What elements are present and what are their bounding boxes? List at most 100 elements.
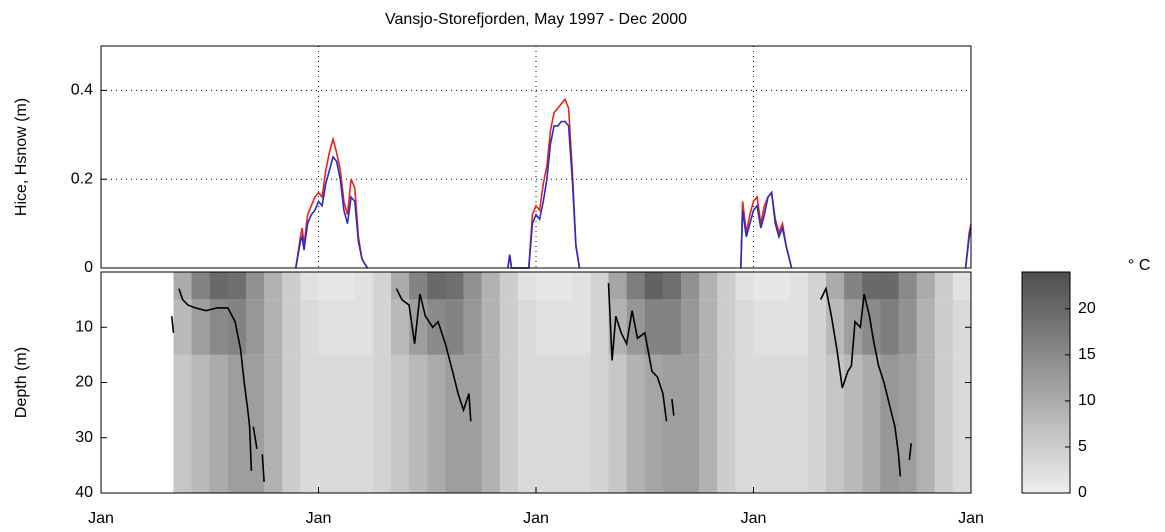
heat-cell bbox=[916, 272, 936, 300]
y-tick-label: 0.2 bbox=[71, 170, 93, 187]
heat-cell bbox=[282, 272, 301, 300]
plot-frame bbox=[100, 271, 972, 494]
heat-cell bbox=[771, 272, 791, 300]
heat-cell bbox=[626, 272, 646, 300]
heat-cell bbox=[916, 354, 936, 493]
heat-cell bbox=[318, 354, 338, 493]
y-tick-label: 20 bbox=[75, 374, 93, 391]
heat-cell bbox=[300, 354, 319, 493]
heat-cell bbox=[264, 299, 283, 355]
heat-cell bbox=[572, 299, 591, 355]
heat-cell bbox=[499, 354, 519, 493]
heat-cell bbox=[336, 272, 356, 300]
heat-cell bbox=[517, 299, 537, 355]
heat-cell bbox=[608, 354, 628, 493]
thermocline-line bbox=[908, 443, 912, 460]
colorbar bbox=[1021, 271, 1071, 494]
heat-cell bbox=[536, 354, 555, 493]
heat-cell bbox=[699, 272, 718, 300]
heat-cell bbox=[354, 272, 374, 300]
heat-cell bbox=[771, 299, 791, 355]
heat-cell bbox=[481, 299, 501, 355]
heat-cell bbox=[934, 272, 954, 300]
x-tick-label: Jan bbox=[741, 510, 767, 527]
thermocline-line bbox=[671, 399, 675, 416]
heat-cell bbox=[517, 354, 537, 493]
heat-cell bbox=[753, 272, 773, 300]
heat-cell bbox=[282, 299, 301, 355]
ice-line bbox=[740, 190, 793, 269]
thermocline-line bbox=[819, 286, 902, 477]
heat-cell bbox=[300, 299, 319, 355]
x-tick-label: Jan bbox=[523, 510, 549, 527]
colorbar-tick-label: 20 bbox=[1078, 300, 1096, 317]
heat-cell bbox=[590, 299, 609, 355]
heat-cell bbox=[590, 354, 609, 493]
heat-cell bbox=[427, 354, 446, 493]
chart-title: Vansjo-Storefjorden, May 1997 - Dec 2000 bbox=[385, 11, 687, 28]
heat-cell bbox=[282, 354, 301, 493]
colorbar-label: ° C bbox=[1128, 257, 1150, 274]
thermocline-line bbox=[252, 426, 258, 449]
heat-cell bbox=[898, 299, 918, 355]
heat-cell bbox=[481, 354, 501, 493]
heat-cell bbox=[789, 299, 809, 355]
heat-cell bbox=[826, 272, 845, 300]
heat-cell bbox=[699, 354, 718, 493]
colorbar-tick-label: 5 bbox=[1078, 438, 1087, 455]
heat-cell bbox=[264, 272, 283, 300]
colorbar-tick-label: 0 bbox=[1078, 484, 1087, 501]
heat-cell bbox=[391, 272, 410, 300]
heat-cell bbox=[463, 354, 483, 493]
heat-cell bbox=[717, 272, 736, 300]
heat-cell bbox=[517, 272, 537, 300]
heat-cell bbox=[246, 299, 265, 355]
heat-cell bbox=[372, 272, 392, 300]
heat-cell bbox=[445, 299, 464, 355]
thermocline-line bbox=[178, 288, 253, 471]
thermocline-line bbox=[170, 316, 175, 333]
heat-cell bbox=[427, 299, 446, 355]
heat-cell bbox=[481, 272, 501, 300]
heat-cell bbox=[844, 354, 863, 493]
heat-cell bbox=[427, 272, 446, 300]
heat-cell bbox=[807, 299, 827, 355]
heat-cell bbox=[173, 299, 193, 355]
heat-cell bbox=[826, 299, 845, 355]
heat-cell bbox=[934, 354, 954, 493]
heat-cell bbox=[445, 354, 464, 493]
heat-cell bbox=[463, 272, 483, 300]
heat-cell bbox=[191, 299, 211, 355]
heat-cell bbox=[409, 354, 428, 493]
heat-cell bbox=[372, 354, 392, 493]
heat-cell bbox=[898, 272, 918, 300]
heat-cell bbox=[246, 272, 265, 300]
heat-cell bbox=[717, 354, 736, 493]
x-tick-label: Jan bbox=[306, 510, 332, 527]
y-axis-label: Depth (m) bbox=[13, 347, 30, 418]
heat-cell bbox=[753, 354, 773, 493]
ice-line bbox=[507, 120, 581, 269]
heat-cell bbox=[807, 272, 827, 300]
heat-cell bbox=[590, 272, 609, 300]
heat-cell bbox=[173, 354, 193, 493]
heat-cell bbox=[753, 299, 773, 355]
heat-cell bbox=[227, 354, 247, 493]
heat-cell bbox=[173, 272, 193, 300]
heat-cell bbox=[608, 272, 628, 300]
heat-cell bbox=[409, 272, 428, 300]
heat-cell bbox=[499, 272, 519, 300]
heat-cell bbox=[463, 299, 483, 355]
heat-cell bbox=[536, 272, 555, 300]
heat-cell bbox=[880, 354, 899, 493]
ice-line bbox=[740, 190, 793, 269]
ice-line bbox=[295, 136, 369, 269]
ice-line bbox=[964, 227, 972, 269]
heat-cell bbox=[499, 299, 519, 355]
heat-cell bbox=[735, 299, 754, 355]
colorbar-tick-label: 15 bbox=[1078, 346, 1096, 363]
colorbar-tick-label: 10 bbox=[1078, 392, 1096, 409]
heat-cell bbox=[227, 272, 247, 300]
heat-cell bbox=[662, 354, 682, 493]
heat-cell bbox=[536, 299, 555, 355]
